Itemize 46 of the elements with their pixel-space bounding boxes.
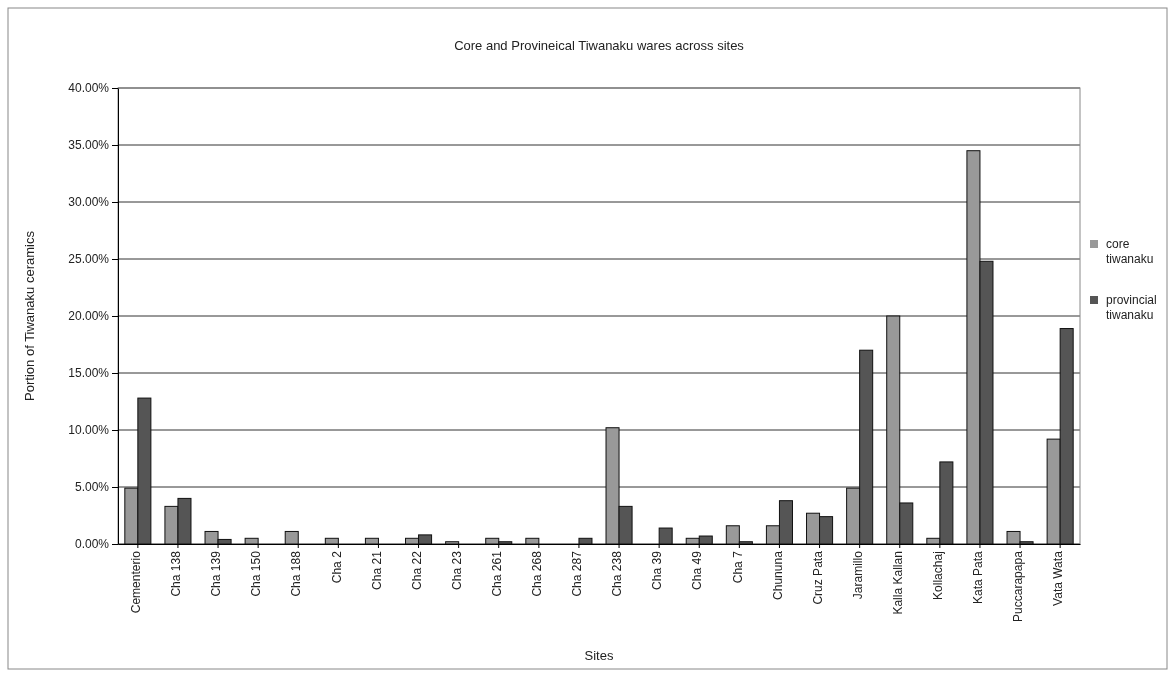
y-axis-title: Portion of Tiwanaku ceramics xyxy=(22,230,37,401)
y-tick-label: 10.00% xyxy=(68,423,110,438)
x-tick-label: Cha 49 xyxy=(690,550,705,590)
legend-label: core tiwanaku xyxy=(1106,237,1154,266)
x-tick-label: Vata Wata xyxy=(1051,550,1066,606)
y-tick-label: 0.00% xyxy=(74,537,110,552)
x-tick-label: Cha 2 xyxy=(329,550,344,584)
y-tick-label: 15.00% xyxy=(68,366,110,381)
x-tick-label: Cha 23 xyxy=(449,550,464,590)
x-tick-label: Cha 39 xyxy=(650,550,665,590)
chart-title: Core and Provineical Tiwanaku wares across sites xyxy=(454,38,745,53)
bar xyxy=(284,530,299,545)
y-tick-label: 35.00% xyxy=(68,138,110,153)
x-tick-label: Cha 287 xyxy=(570,550,585,597)
y-tick-label: 5.00% xyxy=(74,480,110,495)
x-tick-label: Kalla Kallan xyxy=(890,551,905,615)
bar xyxy=(578,537,593,545)
x-tick-label: Cha 21 xyxy=(369,550,384,590)
x-tick-label: Chununa xyxy=(770,550,785,600)
x-tick-label: Cha 138 xyxy=(169,550,184,597)
x-tick-label: Jaramillo xyxy=(850,550,865,600)
x-tick-label: Cha 238 xyxy=(610,550,625,597)
y-tick-label: 30.00% xyxy=(68,195,110,210)
y-tick-label: 40.00% xyxy=(68,81,110,96)
y-tick-label: 20.00% xyxy=(68,309,110,324)
x-tick-label: Cha 139 xyxy=(209,550,224,597)
y-tick-label: 25.00% xyxy=(68,252,110,267)
x-tick-label: Cha 22 xyxy=(409,550,424,590)
bar xyxy=(445,541,460,545)
bar xyxy=(658,527,673,545)
x-tick-label: Cementerio xyxy=(129,550,144,614)
bar xyxy=(244,537,259,545)
x-tick-label: Cha 261 xyxy=(489,550,504,597)
x-tick-label: Puccarapapa xyxy=(1011,550,1026,622)
x-tick-label: Kollachaj xyxy=(931,551,946,600)
x-tick-label: Kata Pata xyxy=(971,550,986,604)
x-tick-label: Cha 268 xyxy=(530,550,545,597)
x-tick-label: Cha 150 xyxy=(249,550,264,597)
x-axis-title: Sites xyxy=(584,648,614,663)
x-tick-label: Cruz Pata xyxy=(810,550,825,605)
bar xyxy=(364,537,379,545)
x-tick-label: Cha 188 xyxy=(289,550,304,597)
x-tick-label: Cha 7 xyxy=(730,550,745,584)
bar xyxy=(525,537,540,545)
legend-label: provincial tiwanaku xyxy=(1106,293,1161,322)
bar xyxy=(324,537,339,545)
